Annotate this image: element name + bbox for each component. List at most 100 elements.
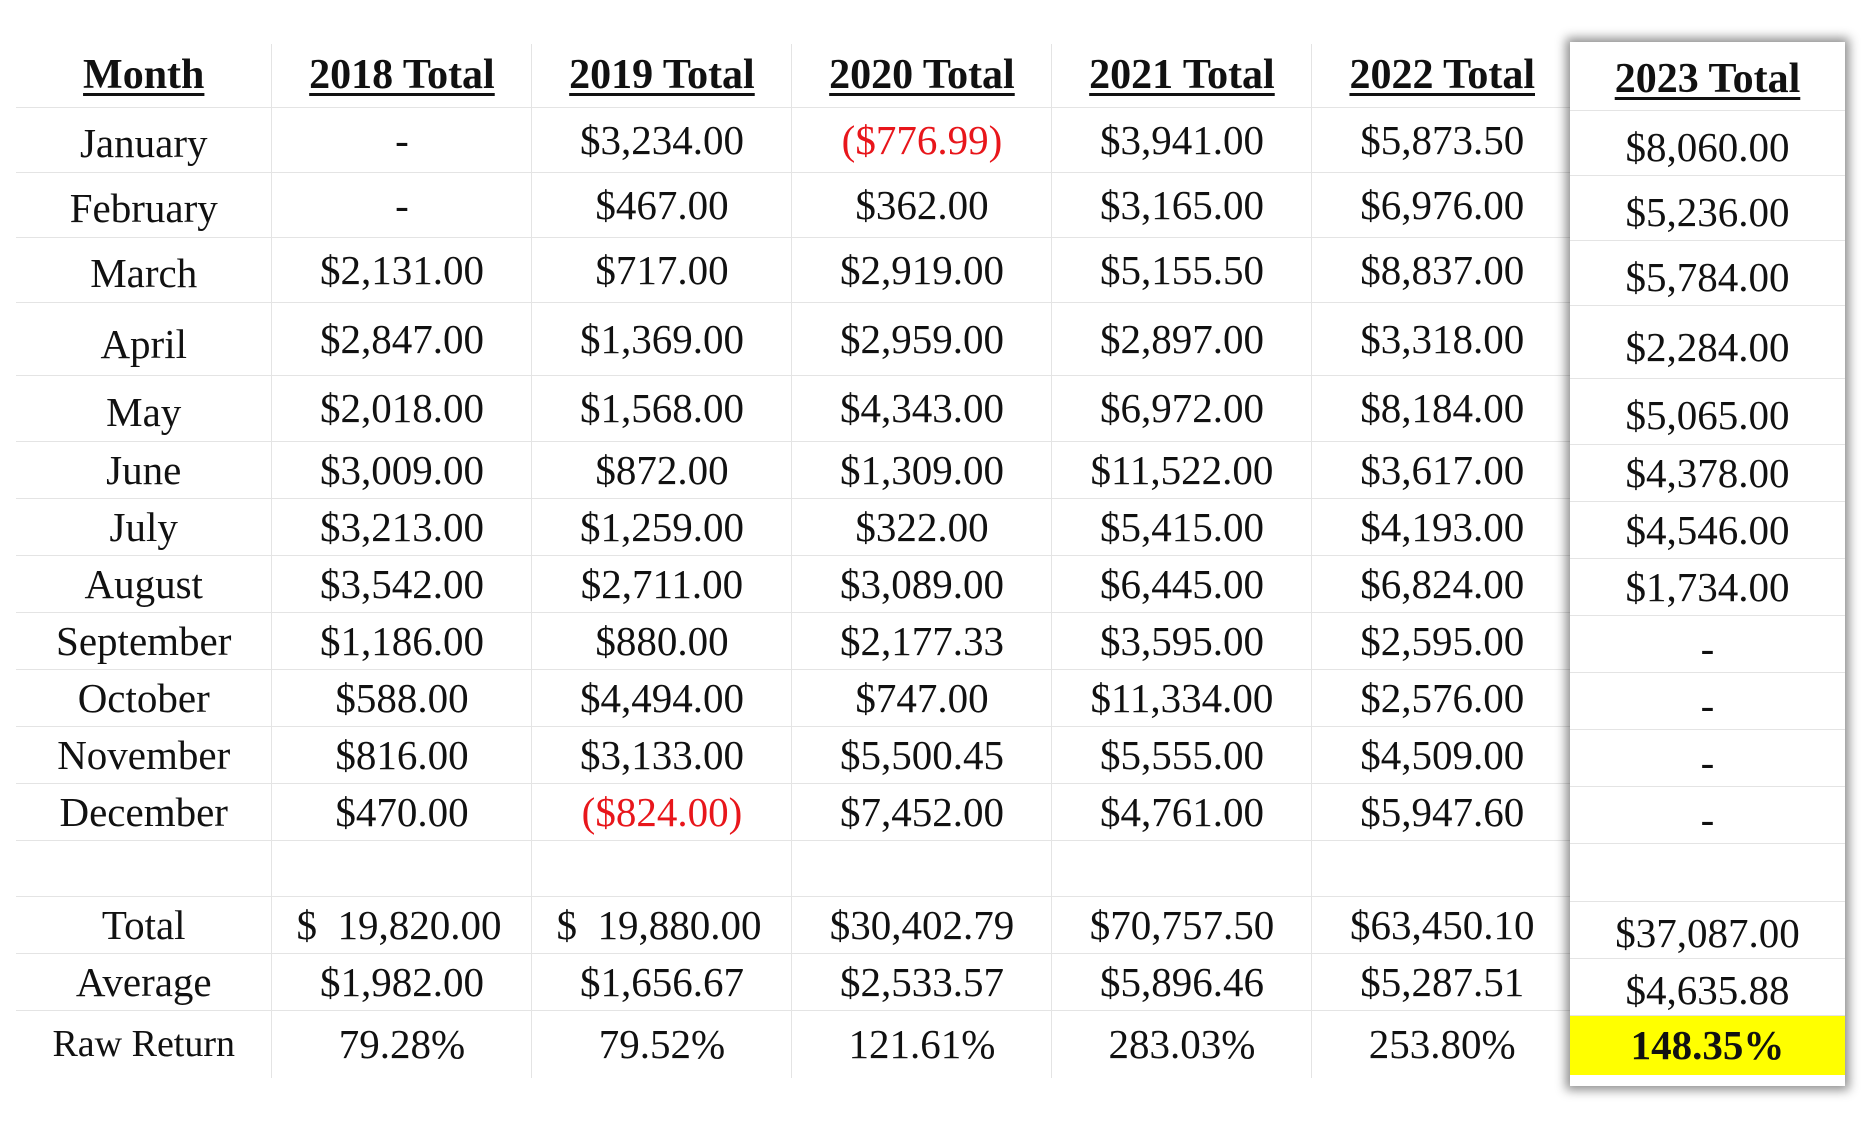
cell-2020: $362.00 <box>791 172 1053 238</box>
month-label: January <box>16 107 273 173</box>
cell-2022: $5,873.50 <box>1311 107 1572 173</box>
raw-return-2021: 283.03% <box>1051 1010 1313 1078</box>
cell-2020: ($776.99) <box>791 107 1053 173</box>
cell-2022: $8,184.00 <box>1311 375 1572 442</box>
table-row: May $2,018.00 $1,568.00 $4,343.00 $6,972… <box>16 375 1572 442</box>
cell-2018: $816.00 <box>271 726 533 784</box>
raw-return-2023: 148.35% <box>1570 1015 1845 1075</box>
cell-2021: $6,445.00 <box>1051 555 1313 613</box>
cell-2019: $3,234.00 <box>531 107 793 173</box>
average-2023: $4,635.88 <box>1570 958 1845 1016</box>
cell-2018: $2,847.00 <box>271 302 533 376</box>
total-2018-amount: 19,820.00 <box>337 901 502 948</box>
cell-2021: $3,165.00 <box>1051 172 1313 238</box>
month-label: April <box>16 302 273 376</box>
header-2021: 2021 Total <box>1051 44 1313 108</box>
cell-2022: $6,976.00 <box>1311 172 1572 238</box>
total-2018: $ 19,820.00 <box>271 896 533 954</box>
cell-2018: $2,018.00 <box>271 375 533 442</box>
cell-2018: $3,542.00 <box>271 555 533 613</box>
average-row: Average $1,982.00 $1,656.67 $2,533.57 $5… <box>16 953 1572 1011</box>
raw-return-2019: 79.52% <box>531 1010 793 1078</box>
cell-2020: $2,177.33 <box>791 612 1053 670</box>
month-label: May <box>16 375 273 442</box>
raw-return-2018: 79.28% <box>271 1010 533 1078</box>
cell-2019: $2,711.00 <box>531 555 793 613</box>
raw-return-label: Raw Return <box>16 1010 273 1078</box>
table-row: December $470.00 ($824.00) $7,452.00 $4,… <box>16 783 1572 841</box>
cell-2018: $588.00 <box>271 669 533 727</box>
cell-2020: $1,309.00 <box>791 441 1053 499</box>
cell-2022: $4,509.00 <box>1311 726 1572 784</box>
cell-2018: $3,213.00 <box>271 498 533 556</box>
header-2023: 2023 Total <box>1570 42 1845 111</box>
month-label: March <box>16 237 273 303</box>
cell-2018: $2,131.00 <box>271 237 533 303</box>
cell-2022: $3,318.00 <box>1311 302 1572 376</box>
returns-table-container: Month 2018 Total 2019 Total 2020 Total 2… <box>16 44 1572 1078</box>
cell-2020: $747.00 <box>791 669 1053 727</box>
month-label: December <box>16 783 273 841</box>
average-2021: $5,896.46 <box>1051 953 1313 1011</box>
cell-2021: $2,897.00 <box>1051 302 1313 376</box>
cell-2023: - <box>1570 672 1845 730</box>
table-row: August $3,542.00 $2,711.00 $3,089.00 $6,… <box>16 555 1572 613</box>
cell-2023: $5,236.00 <box>1570 175 1845 241</box>
spacer-row <box>16 840 1572 897</box>
cell-2019: $1,369.00 <box>531 302 793 376</box>
cell-2020: $4,343.00 <box>791 375 1053 442</box>
month-label: February <box>16 172 273 238</box>
month-label: September <box>16 612 273 670</box>
cell-2023: $4,546.00 <box>1570 501 1845 559</box>
cell-2022: $2,595.00 <box>1311 612 1572 670</box>
cell-2018: - <box>271 107 533 173</box>
total-2019-amount: 19,880.00 <box>597 901 762 948</box>
cell-2021: $6,972.00 <box>1051 375 1313 442</box>
cell-2023: - <box>1570 729 1845 787</box>
highlighted-2023-column: 2023 Total $8,060.00 $5,236.00 $5,784.00… <box>1570 42 1845 1086</box>
table-row: March $2,131.00 $717.00 $2,919.00 $5,155… <box>16 237 1572 303</box>
table-row: November $816.00 $3,133.00 $5,500.45 $5,… <box>16 726 1572 784</box>
table-row: January - $3,234.00 ($776.99) $3,941.00 … <box>16 107 1572 173</box>
average-2022: $5,287.51 <box>1311 953 1572 1011</box>
total-2023: $37,087.00 <box>1570 901 1845 959</box>
cell-2019: $3,133.00 <box>531 726 793 784</box>
header-2018: 2018 Total <box>271 44 533 108</box>
dollar-sign: $ <box>556 901 577 948</box>
cell-2021: $11,334.00 <box>1051 669 1313 727</box>
table-row: June $3,009.00 $872.00 $1,309.00 $11,522… <box>16 441 1572 499</box>
cell-2023: $2,284.00 <box>1570 305 1845 379</box>
cell-2019: $880.00 <box>531 612 793 670</box>
cell-2019: $717.00 <box>531 237 793 303</box>
cell-2021: $3,941.00 <box>1051 107 1313 173</box>
cell-2023: $1,734.00 <box>1570 558 1845 616</box>
cell-2021: $5,415.00 <box>1051 498 1313 556</box>
month-label: October <box>16 669 273 727</box>
header-month: Month <box>16 44 273 108</box>
raw-return-2020: 121.61% <box>791 1010 1053 1078</box>
table-row: September $1,186.00 $880.00 $2,177.33 $3… <box>16 612 1572 670</box>
cell-2021: $3,595.00 <box>1051 612 1313 670</box>
cell-2023: $4,378.00 <box>1570 444 1845 502</box>
cell-2020: $5,500.45 <box>791 726 1053 784</box>
header-2020: 2020 Total <box>791 44 1053 108</box>
average-2018: $1,982.00 <box>271 953 533 1011</box>
total-2019: $ 19,880.00 <box>531 896 793 954</box>
cell-2022: $3,617.00 <box>1311 441 1572 499</box>
total-label: Total <box>16 896 273 954</box>
cell-2019: $1,259.00 <box>531 498 793 556</box>
cell-2020: $322.00 <box>791 498 1053 556</box>
month-label: June <box>16 441 273 499</box>
cell-2022: $5,947.60 <box>1311 783 1572 841</box>
cell-2018: $470.00 <box>271 783 533 841</box>
cell-2021: $4,761.00 <box>1051 783 1313 841</box>
table-row: October $588.00 $4,494.00 $747.00 $11,33… <box>16 669 1572 727</box>
cell-2020: $3,089.00 <box>791 555 1053 613</box>
cell-2019: ($824.00) <box>531 783 793 841</box>
average-2019: $1,656.67 <box>531 953 793 1011</box>
header-2019: 2019 Total <box>531 44 793 108</box>
raw-return-2022: 253.80% <box>1368 1021 1516 1068</box>
cell-2022: $8,837.00 <box>1311 237 1572 303</box>
table-row: July $3,213.00 $1,259.00 $322.00 $5,415.… <box>16 498 1572 556</box>
month-label: July <box>16 498 273 556</box>
